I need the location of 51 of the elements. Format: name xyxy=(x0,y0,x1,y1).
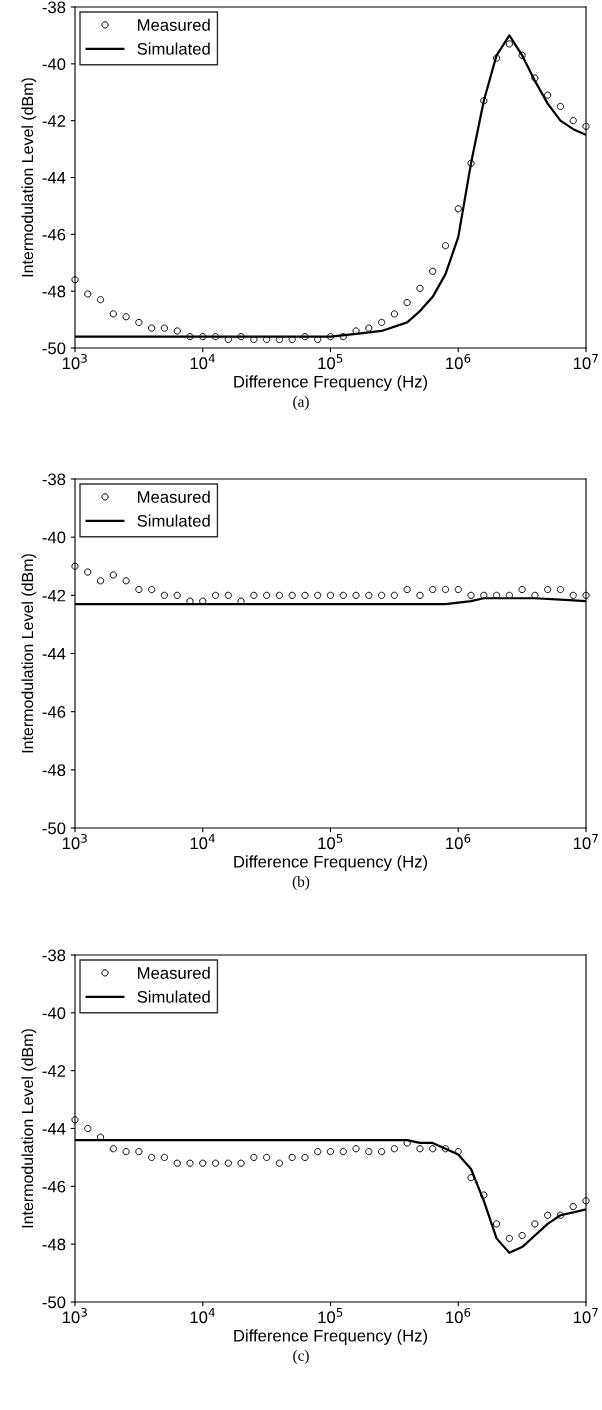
y-tick-label: -42 xyxy=(42,589,66,602)
y-axis-title: Intermodulation Level (dBm) xyxy=(21,554,37,753)
x-tick-label: 10$^{7}$ xyxy=(573,834,598,850)
y-tick-label: -48 xyxy=(42,1238,66,1251)
legend-label: Measured xyxy=(138,966,210,979)
x-tick-label: 10$^{4}$ xyxy=(190,354,215,370)
legend-label: Simulated xyxy=(137,990,210,1003)
x-tick-label: 10$^{6}$ xyxy=(446,1307,471,1324)
y-tick-label: -44 xyxy=(42,648,66,660)
y-tick-label: -44 xyxy=(42,1123,66,1135)
y-tick-label: -42 xyxy=(42,1065,66,1077)
x-tick-label: 10$^{3}$ xyxy=(62,353,87,370)
x-tick-label: 10$^{4}$ xyxy=(190,834,215,850)
x-tick-label: 10$^{3}$ xyxy=(62,1307,87,1324)
legend-label: Measured xyxy=(138,18,210,31)
x-tick-label: 10$^{6}$ xyxy=(446,353,471,370)
y-tick-label: -38 xyxy=(42,949,66,962)
x-tick-label: 10$^{4}$ xyxy=(190,1308,215,1324)
x-tick-label: 10$^{3}$ xyxy=(62,833,87,850)
y-tick-label: -38 xyxy=(42,1,66,14)
legend-label: Measured xyxy=(138,490,210,503)
y-tick-label: -46 xyxy=(42,228,66,241)
x-axis-title: Difference Frequency (Hz) xyxy=(234,375,428,391)
x-tick-label: 10$^{7}$ xyxy=(573,1308,598,1324)
y-tick-label: -50 xyxy=(42,822,66,835)
y-axis-title: Intermodulation Level (dBm) xyxy=(21,78,37,277)
y-tick-label: -40 xyxy=(42,531,66,544)
x-tick-label: 10$^{5}$ xyxy=(318,354,343,370)
x-tick-label: 10$^{5}$ xyxy=(318,1308,343,1324)
x-tick-label: 10$^{7}$ xyxy=(573,354,598,370)
y-axis-title: Intermodulation Level (dBm) xyxy=(21,1029,37,1228)
y-tick-label: -42 xyxy=(42,115,66,127)
text: (a) xyxy=(293,396,309,410)
y-tick-label: -40 xyxy=(42,1007,66,1020)
y-tick-label: -48 xyxy=(42,764,66,777)
legend-label: Simulated xyxy=(137,514,210,527)
x-axis-title: Difference Frequency (Hz) xyxy=(234,1329,428,1345)
y-tick-label: -50 xyxy=(42,1296,66,1309)
x-tick-label: 10$^{5}$ xyxy=(318,834,343,850)
y-tick-label: -40 xyxy=(42,58,66,71)
y-tick-label: -46 xyxy=(42,1180,66,1193)
y-tick-label: -38 xyxy=(42,473,66,486)
text: (c) xyxy=(293,1350,309,1364)
y-tick-label: -46 xyxy=(42,706,66,718)
x-axis-title: Difference Frequency (Hz) xyxy=(234,855,428,871)
y-tick-label: -48 xyxy=(42,285,66,298)
legend-label: Simulated xyxy=(137,42,210,55)
x-tick-label: 10$^{6}$ xyxy=(446,833,471,850)
y-tick-label: -50 xyxy=(42,342,66,355)
y-tick-label: -44 xyxy=(42,172,66,184)
text: (b) xyxy=(292,876,310,890)
